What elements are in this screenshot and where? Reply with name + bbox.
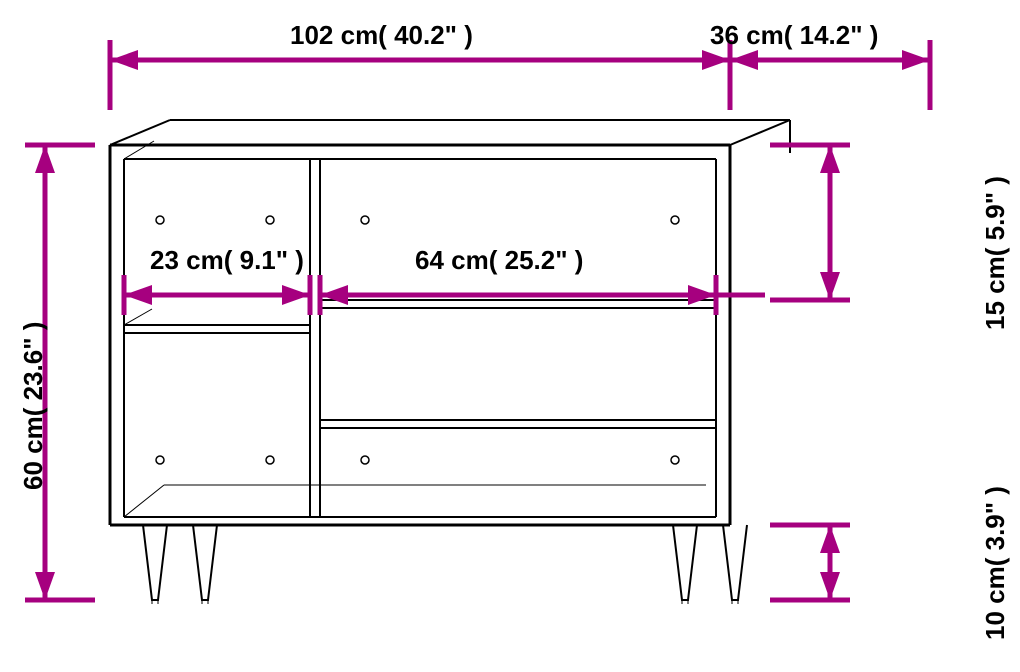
diagram-stage: 102 cm( 40.2" ) 36 cm( 14.2" ) 60 cm( 23… bbox=[0, 0, 1020, 672]
dim-shelf-right-label: 64 cm( 25.2" ) bbox=[415, 245, 583, 276]
dim-depth-label: 36 cm( 14.2" ) bbox=[710, 20, 878, 51]
dim-height-label: 60 cm( 23.6" ) bbox=[18, 322, 49, 490]
dim-leg-height-label: 10 cm( 3.9" ) bbox=[980, 486, 1011, 640]
dim-upper-gap-label: 15 cm( 5.9" ) bbox=[980, 176, 1011, 330]
dim-width-label: 102 cm( 40.2" ) bbox=[290, 20, 473, 51]
dim-shelf-left-label: 23 cm( 9.1" ) bbox=[150, 245, 304, 276]
diagram-svg bbox=[0, 0, 1020, 672]
